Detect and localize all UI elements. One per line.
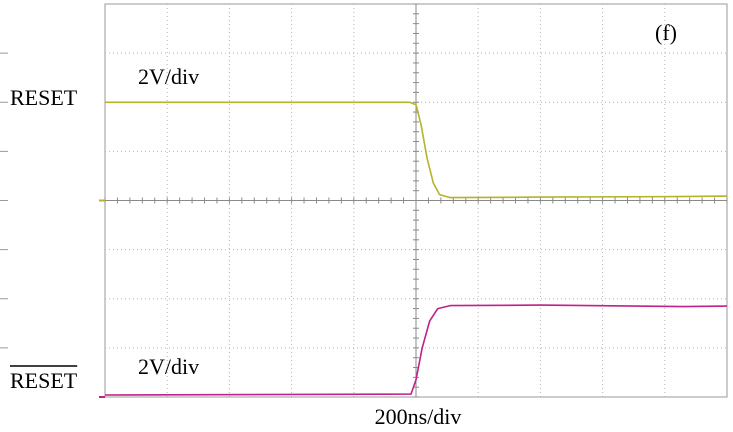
channel-1-name-label: RESET (10, 85, 78, 110)
x-axis-label: 200ns/div (375, 404, 462, 429)
waveform-traces (104, 101, 728, 396)
oscilloscope-grid (0, 3, 728, 398)
channel-2-trace (104, 304, 728, 396)
channel-1-scale-label: 2V/div (138, 64, 199, 89)
channel-1-trace (105, 101, 728, 199)
channel-2-name-label: RESET (10, 368, 78, 393)
panel-label: (f) (655, 20, 677, 45)
channel-2-scale-label: 2V/div (138, 354, 199, 379)
